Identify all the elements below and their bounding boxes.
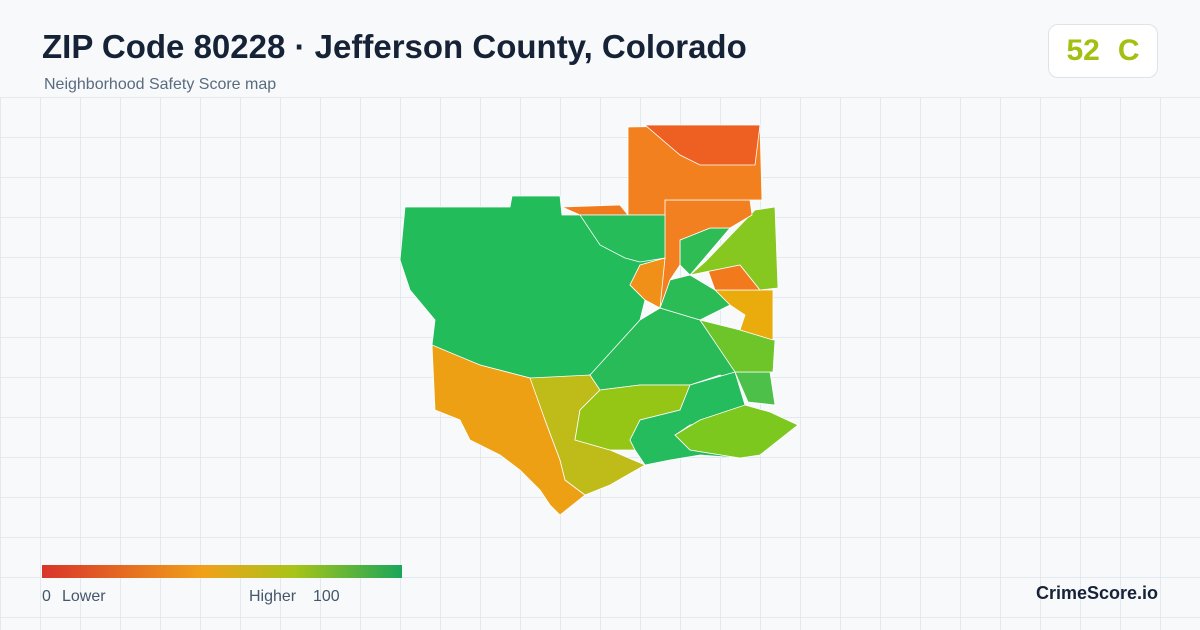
title: ZIP Code 80228 · Jefferson County, Color… — [42, 28, 747, 65]
area — [579, 214, 666, 263]
area — [674, 404, 799, 459]
score-badge: 52 C — [1048, 24, 1158, 78]
area — [688, 206, 779, 291]
grade: C — [1117, 34, 1140, 67]
brand: CrimeScore.io — [1035, 583, 1158, 603]
subtitle: Neighborhood Safety Score map — [44, 76, 277, 93]
area — [629, 257, 666, 309]
legend-min: 0 — [42, 588, 51, 605]
area — [643, 124, 761, 166]
legend-gradient — [42, 565, 402, 578]
legend-max: 100 — [313, 588, 340, 605]
score: 52 — [1066, 34, 1100, 67]
area — [699, 319, 776, 373]
legend-min-label: Lower — [62, 588, 106, 605]
legend-max-label: Higher — [249, 588, 297, 605]
area — [561, 204, 629, 216]
